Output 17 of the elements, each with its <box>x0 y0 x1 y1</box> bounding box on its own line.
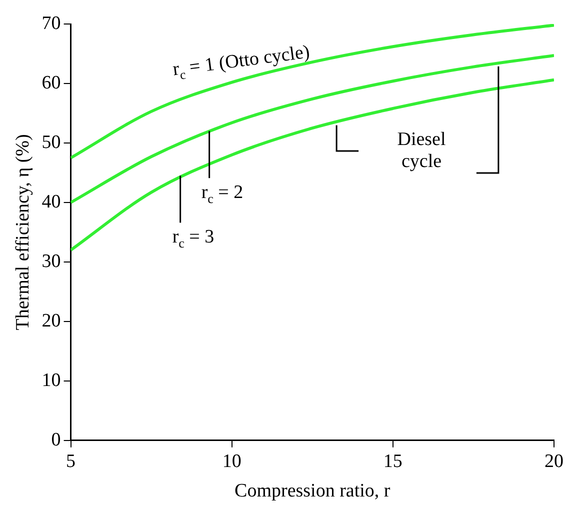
y-tick-label: 0 <box>51 429 61 450</box>
x-tick-label: 15 <box>383 450 402 472</box>
x-tick-label: 20 <box>544 450 564 472</box>
x-tick-label: 5 <box>66 450 76 472</box>
y-tick-label: 30 <box>42 250 61 272</box>
y-tick-label: 70 <box>42 12 61 34</box>
y-tick-label: 10 <box>42 370 61 391</box>
y-tick-label: 20 <box>42 310 61 332</box>
annotation: rc = 1 (Otto cycle) <box>172 42 311 82</box>
line-series <box>70 78 554 252</box>
y-tick-label: 60 <box>42 72 61 94</box>
y-tick-label: 40 <box>42 191 61 212</box>
x-tick-label: 10 <box>222 450 242 472</box>
annotation: Diesel cycle <box>397 128 446 172</box>
y-tick-label: 50 <box>42 132 61 153</box>
y-axis-title: Thermal efficiency, η (%) <box>12 134 34 330</box>
x-axis-title: Compression ratio, r <box>234 480 391 502</box>
